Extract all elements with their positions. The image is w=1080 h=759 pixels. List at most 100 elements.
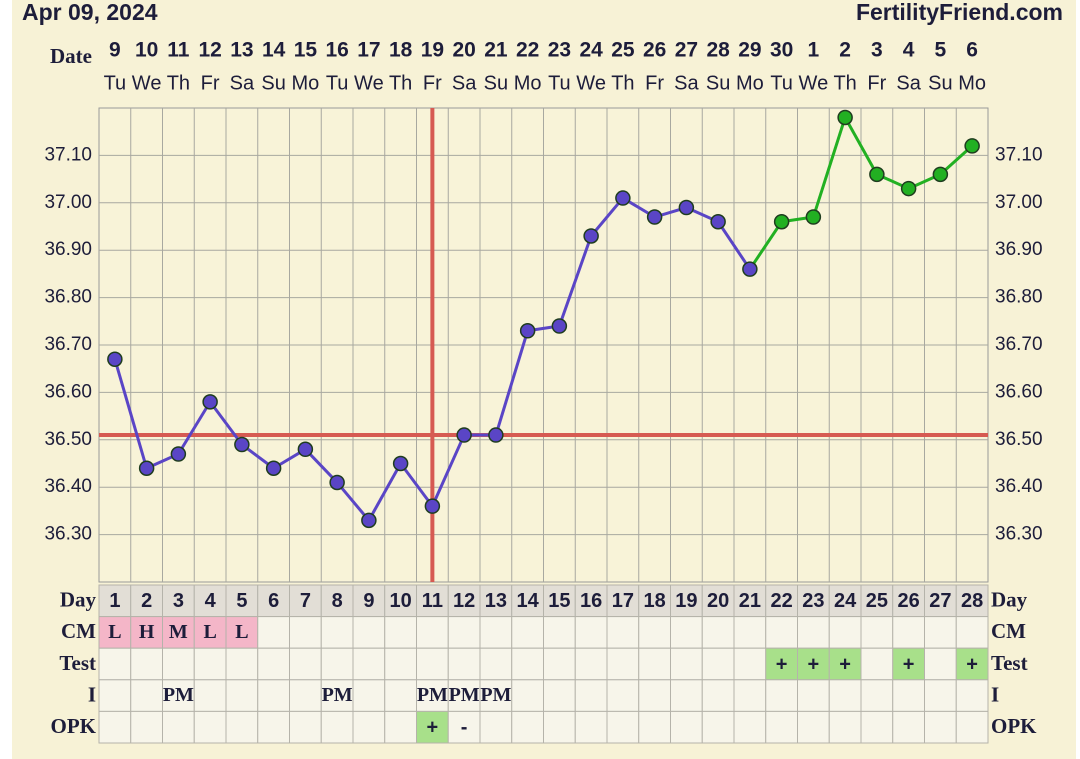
weekday-label: We bbox=[576, 72, 606, 94]
temp-line bbox=[113, 358, 149, 469]
table-cell bbox=[162, 584, 195, 618]
table-cell bbox=[606, 710, 640, 744]
table-cell bbox=[638, 710, 671, 744]
table-cell bbox=[289, 616, 322, 649]
date-label: 13 bbox=[230, 39, 253, 62]
weekday-label: Th bbox=[167, 72, 190, 94]
y-tick-label: 36.30 bbox=[44, 524, 92, 545]
table-cell bbox=[447, 710, 481, 744]
table-cell bbox=[130, 710, 163, 744]
temp-point bbox=[710, 214, 726, 230]
temp-point bbox=[646, 209, 663, 225]
weekday-label: Mo bbox=[958, 72, 986, 94]
temp-point bbox=[488, 427, 504, 443]
table-cell bbox=[320, 647, 354, 681]
table-cell bbox=[193, 616, 227, 649]
cell-text: 2 bbox=[141, 590, 152, 612]
y-tick-label-right: 37.00 bbox=[995, 192, 1043, 213]
table-cell bbox=[289, 584, 322, 618]
cell-text: 12 bbox=[453, 590, 475, 612]
date-label: 3 bbox=[871, 39, 883, 62]
cell-text: 28 bbox=[961, 590, 983, 612]
table-cell bbox=[447, 647, 481, 681]
table-cell bbox=[924, 584, 957, 618]
date-label: 21 bbox=[484, 39, 508, 62]
table-cell bbox=[352, 647, 386, 681]
weekday-label: Fr bbox=[867, 72, 886, 94]
temp-line bbox=[177, 401, 212, 455]
date-label: 9 bbox=[109, 39, 121, 62]
table-cell bbox=[352, 710, 386, 744]
weekday-label: Tu bbox=[770, 72, 793, 94]
cell-text: 19 bbox=[675, 590, 697, 612]
temp-point bbox=[456, 427, 472, 443]
temp-point bbox=[615, 190, 631, 206]
table-cell bbox=[511, 647, 544, 681]
weekday-label: Su bbox=[706, 72, 730, 94]
date-label: 6 bbox=[966, 39, 978, 62]
table-cell bbox=[701, 679, 735, 712]
temp-point bbox=[361, 512, 377, 529]
y-tick-label-right: 36.60 bbox=[995, 381, 1043, 402]
date-label: 22 bbox=[516, 39, 539, 62]
table-cell bbox=[416, 647, 449, 681]
date-label: 25 bbox=[611, 39, 635, 62]
weekday-label: Sa bbox=[452, 72, 477, 94]
table-cell bbox=[225, 710, 259, 744]
row-label: OPK bbox=[51, 714, 97, 738]
table-cell bbox=[225, 616, 259, 649]
temp-point bbox=[900, 180, 917, 197]
table-cell bbox=[225, 584, 259, 618]
table-cell bbox=[574, 616, 608, 649]
table-cell bbox=[606, 616, 640, 649]
y-tick-label: 36.90 bbox=[44, 239, 92, 260]
table-cell bbox=[320, 710, 354, 744]
table-cell bbox=[130, 584, 163, 618]
table-cell bbox=[479, 616, 513, 649]
table-cell bbox=[670, 647, 703, 681]
date-label: 10 bbox=[135, 39, 158, 62]
cell-text: 27 bbox=[929, 590, 951, 612]
table-cell bbox=[193, 710, 227, 744]
table-cell bbox=[257, 710, 290, 744]
table-cell bbox=[98, 679, 132, 712]
site-name: FertilityFriend.com bbox=[856, 0, 1063, 25]
table-cell bbox=[797, 584, 830, 618]
y-tick-label: 37.00 bbox=[44, 192, 92, 213]
weekday-label: Fr bbox=[423, 72, 442, 94]
table-cell bbox=[701, 710, 735, 744]
table-cell bbox=[225, 679, 259, 712]
weekday-label: Fr bbox=[201, 72, 220, 94]
temp-line bbox=[557, 235, 593, 327]
table-cell bbox=[289, 679, 322, 712]
temp-line bbox=[748, 220, 783, 270]
y-tick-label-right: 36.70 bbox=[995, 334, 1043, 355]
table-cell bbox=[320, 679, 354, 712]
cell-text: PM bbox=[417, 684, 448, 706]
date-label: 23 bbox=[548, 39, 571, 62]
temp-point bbox=[329, 474, 345, 491]
table-cell bbox=[797, 616, 830, 649]
weekday-label: Su bbox=[928, 72, 952, 94]
table-cell bbox=[892, 616, 925, 649]
temp-point bbox=[583, 228, 599, 244]
cell-text: 16 bbox=[580, 590, 602, 612]
y-tick-label: 37.10 bbox=[44, 144, 92, 165]
table-cell bbox=[892, 710, 925, 744]
cell-text: PM bbox=[163, 684, 194, 706]
y-tick-label: 36.40 bbox=[44, 476, 92, 497]
cell-text: PM bbox=[449, 684, 480, 706]
table-cell bbox=[543, 679, 576, 712]
table-cell bbox=[511, 679, 544, 712]
table-cell bbox=[384, 710, 417, 744]
temp-point bbox=[138, 460, 155, 476]
cell-text: M bbox=[169, 621, 188, 643]
table-cell bbox=[447, 616, 481, 649]
table-cell bbox=[670, 679, 703, 712]
cell-text: 1 bbox=[109, 590, 120, 612]
y-tick-label: 36.50 bbox=[44, 429, 92, 450]
table-cell bbox=[162, 647, 195, 681]
table-cell bbox=[860, 710, 894, 744]
table-cell bbox=[479, 679, 513, 712]
